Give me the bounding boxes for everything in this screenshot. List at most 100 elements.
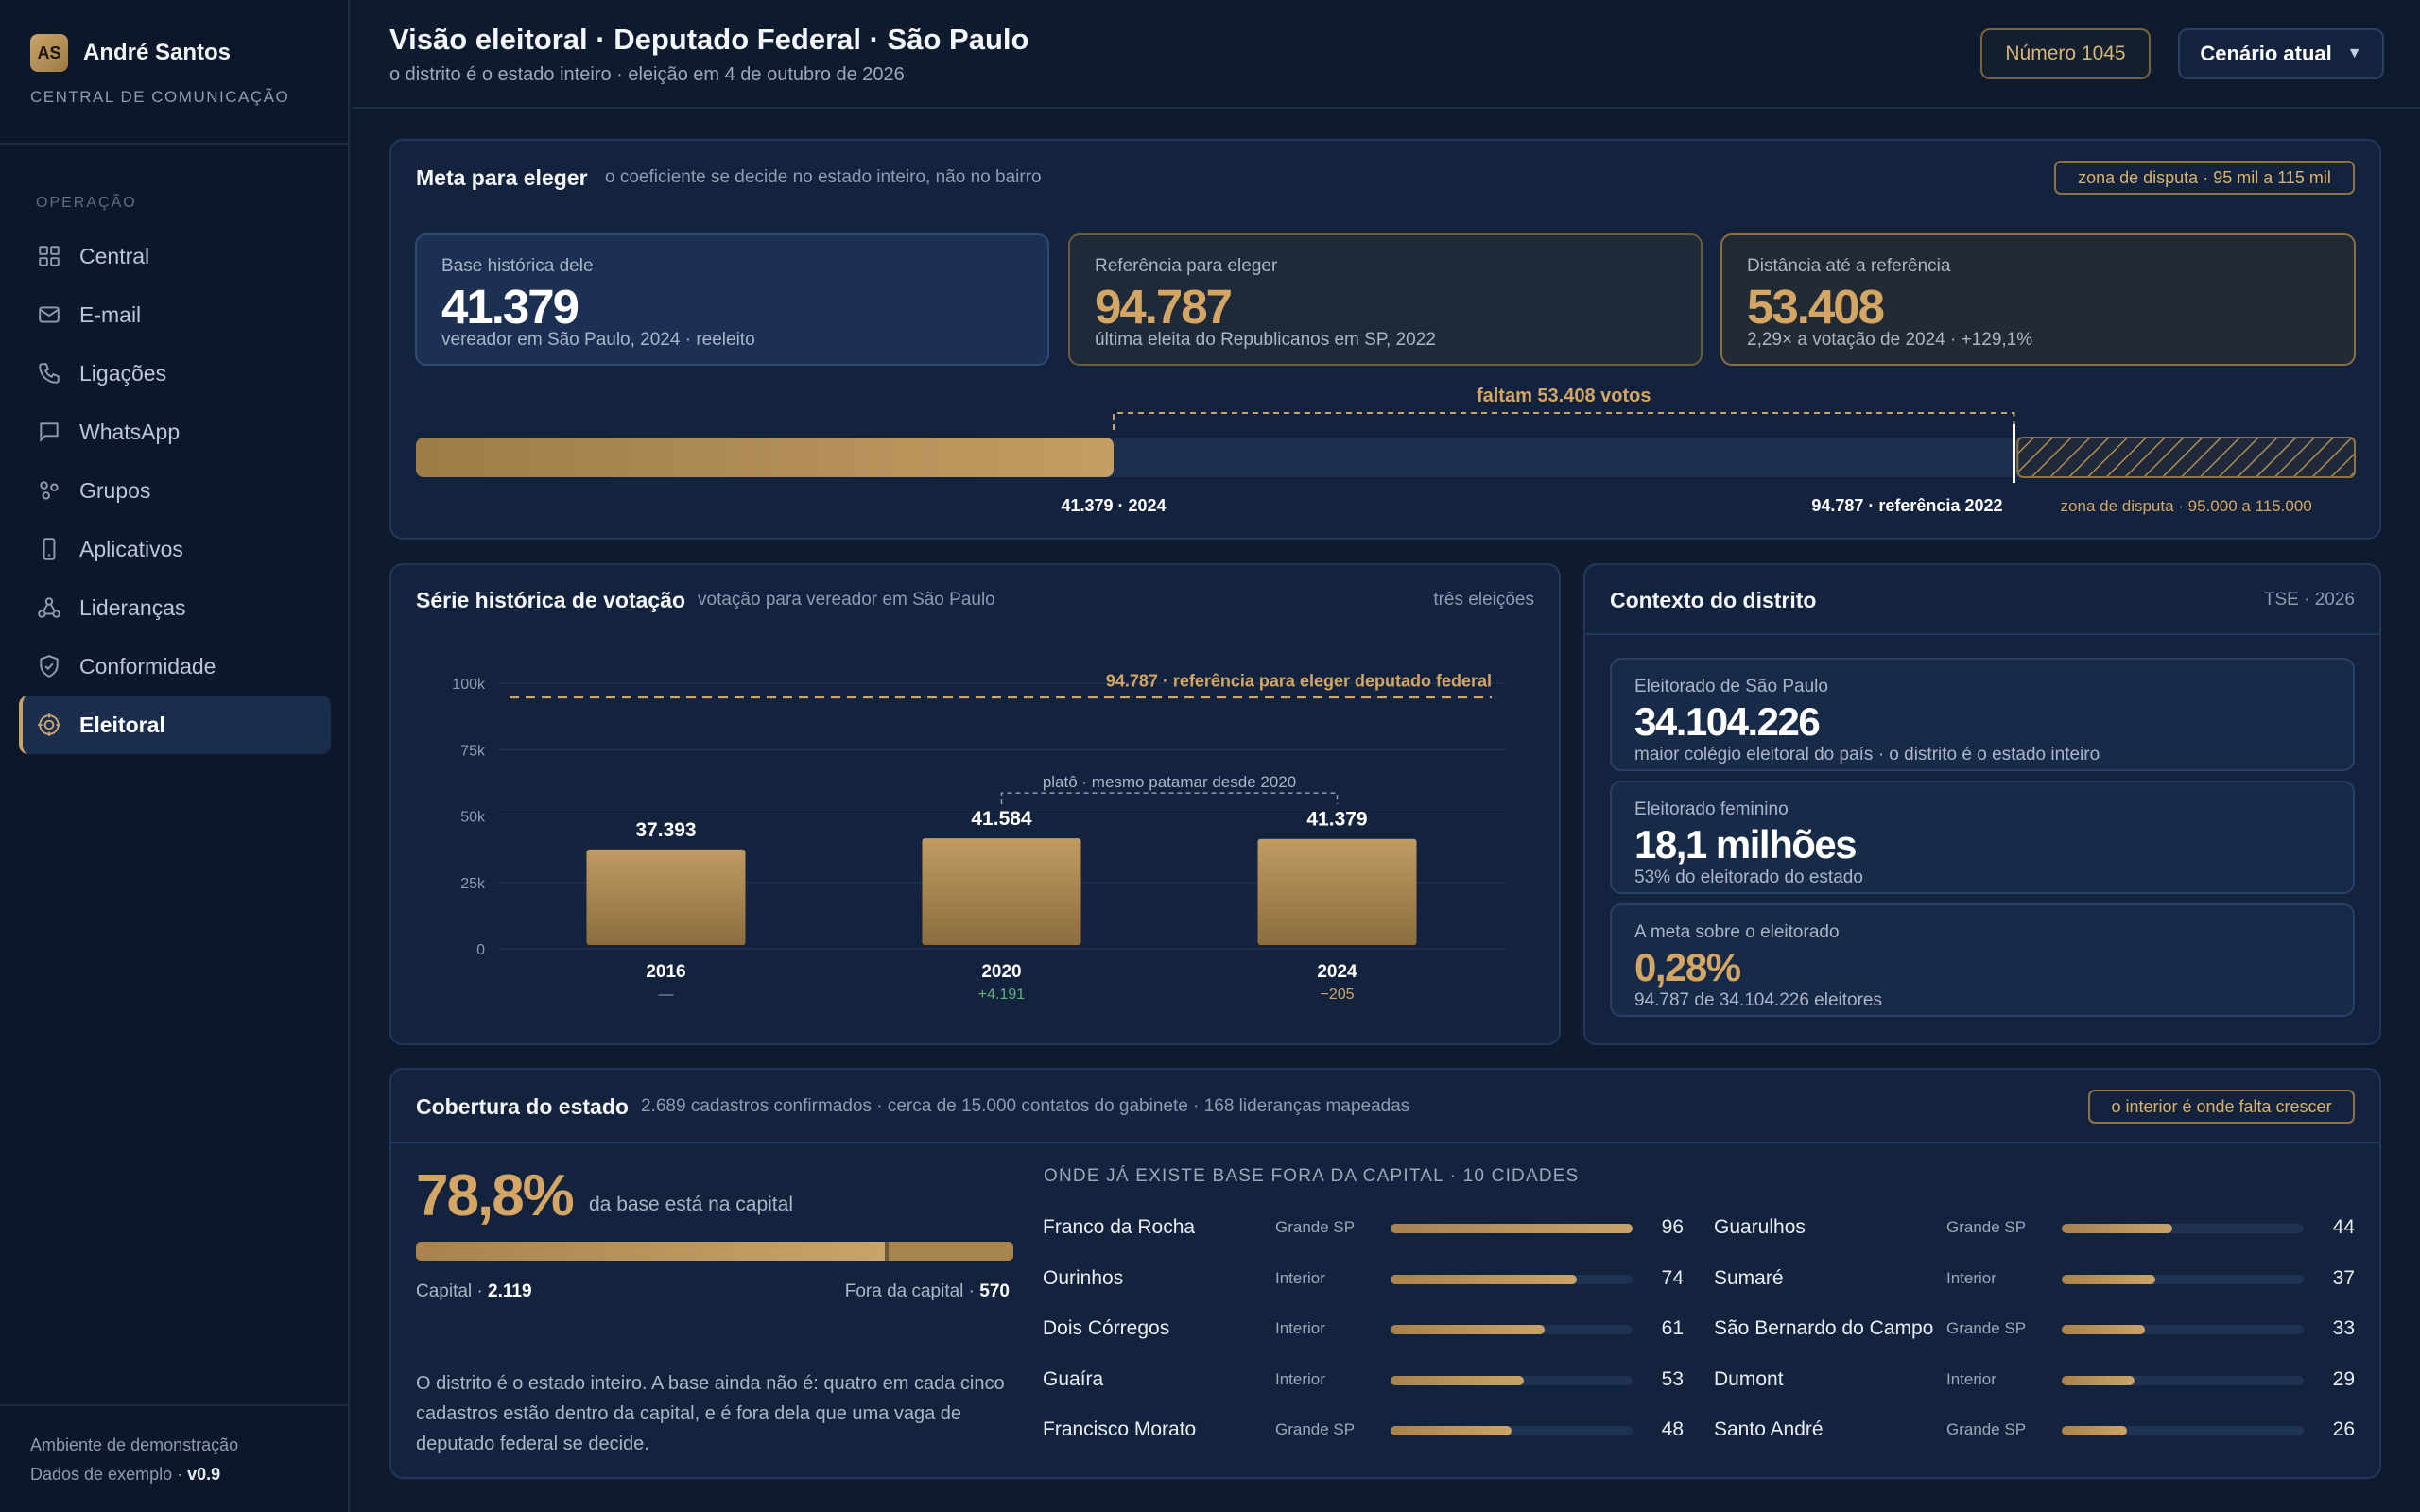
city-bar-track — [1391, 1325, 1633, 1334]
sidebar-item-aplicativos[interactable]: Aplicativos — [19, 520, 331, 578]
stat-label: Base histórica dele — [441, 256, 594, 276]
capital-share-fill — [416, 1242, 886, 1261]
city-row: Santo André Grande SP 26 — [1714, 1406, 2355, 1457]
city-name: Ourinhos — [1043, 1266, 1124, 1289]
city-name: Guaíra — [1043, 1367, 1104, 1390]
city-bar-track — [1391, 1426, 1633, 1435]
city-region: Interior — [1275, 1268, 1325, 1287]
grid-icon — [36, 243, 62, 269]
outside-value: 570 — [979, 1281, 1010, 1301]
stat-note: 2,29× a votação de 2024 · +129,1% — [1747, 330, 2033, 350]
sidebar-item-liderancas[interactable]: Lideranças — [19, 578, 331, 637]
sidebar-item-grupos[interactable]: Grupos — [19, 461, 331, 520]
stat-value: 94.787 — [1095, 280, 1233, 334]
city-name: São Bernardo do Campo — [1714, 1317, 1934, 1339]
city-region: Grande SP — [1275, 1218, 1356, 1236]
context-badge: TSE · 2026 — [2263, 590, 2355, 610]
coverage-paragraph: O distrito é o estado inteiro. A base ai… — [416, 1373, 1005, 1454]
scenario-dropdown[interactable]: Cenário atual ▼ — [2178, 28, 2384, 79]
context-note: 94.787 de 34.104.226 eleitores — [1634, 990, 1882, 1010]
city-region: Interior — [1275, 1369, 1325, 1388]
context-female-electorate: Eleitorado feminino 18,1 milhões 53% do … — [1610, 781, 2355, 894]
city-region: Interior — [1946, 1268, 1996, 1287]
stat-value: 53.408 — [1747, 280, 1885, 334]
city-bar-fill — [2062, 1224, 2173, 1233]
bar — [922, 838, 1081, 945]
context-value: 18,1 milhões — [1634, 822, 1858, 867]
context-goal-share: A meta sobre o eleitorado 0,28% 94.787 d… — [1610, 903, 2355, 1017]
vote-history-chart: 0 25k 50k 75k 100k 94.787 · referência para e… — [452, 672, 1505, 1003]
y-tick-label: 0 — [476, 942, 485, 958]
city-count: 44 — [2332, 1216, 2355, 1238]
city-count: 96 — [1661, 1216, 1684, 1238]
city-row: Dois Córregos Interior 61 — [1043, 1305, 1684, 1356]
city-bar-fill — [2062, 1325, 2145, 1334]
sidebar-item-whatsapp[interactable]: WhatsApp — [19, 403, 331, 461]
goal-subtitle: o coeficiente se decide no estado inteir… — [605, 167, 1042, 187]
y-tick-label: 25k — [460, 876, 486, 892]
city-row: Guaíra Interior 53 — [1043, 1356, 1684, 1407]
sidebar-item-conformidade[interactable]: Conformidade — [19, 637, 331, 696]
goal-title: Meta para eleger — [416, 165, 588, 190]
capital-label: Capital · — [416, 1281, 489, 1301]
city-bar-fill — [2062, 1375, 2135, 1385]
city-bar-fill — [1391, 1274, 1578, 1284]
sidebar-item-eleitoral[interactable]: Eleitoral — [19, 696, 331, 754]
stat-card-reference: Referência para eleger 94.787 última ele… — [1068, 233, 1703, 366]
sidebar-footer: Ambiente de demonstração Dados de exempl… — [30, 1431, 238, 1489]
chevron-down-icon: ▼ — [2346, 45, 2362, 61]
city-count: 29 — [2332, 1367, 2355, 1390]
city-count: 53 — [1661, 1367, 1684, 1390]
city-name: Francisco Morato — [1043, 1418, 1197, 1440]
context-value: 0,28% — [1634, 945, 1741, 989]
stat-note: vereador em São Paulo, 2024 · reeleito — [441, 330, 755, 350]
sidebar-item-central[interactable]: Central — [19, 227, 331, 285]
city-name: Dumont — [1714, 1367, 1784, 1390]
context-label: A meta sobre o eleitorado — [1634, 922, 1840, 942]
sidebar-item-label: Grupos — [79, 477, 151, 503]
bar-delta-label: +4.191 — [978, 987, 1025, 1003]
sidebar-item-label: E-mail — [79, 301, 142, 327]
stat-label: Referência para eleger — [1095, 256, 1278, 276]
plateau-bracket — [1000, 792, 1339, 805]
outside-share-fill — [889, 1242, 1013, 1261]
y-tick-label: 75k — [460, 743, 486, 759]
phone-icon — [36, 360, 62, 387]
city-bar-track — [2062, 1224, 2304, 1233]
chat-icon — [36, 419, 62, 445]
context-label: Eleitorado feminino — [1634, 799, 1789, 819]
version-line: Dados de exemplo · v0.9 — [30, 1460, 238, 1489]
city-bar-track — [1391, 1375, 1633, 1385]
stat-card-distance: Distância até a referência 53.408 2,29× … — [1720, 233, 2356, 366]
city-bar-track — [2062, 1375, 2304, 1385]
city-bar-fill — [2062, 1426, 2128, 1435]
sidebar-item-label: Central — [79, 243, 150, 268]
current-votes-fill — [416, 438, 1114, 477]
city-row: Francisco Morato Grande SP 48 — [1043, 1406, 1684, 1457]
reference-label: 94.787 · referência 2022 — [1811, 496, 2002, 515]
x-tick-label: 2024 — [1317, 962, 1357, 982]
outside-label: Fora da capital · — [844, 1281, 980, 1301]
coverage-subtitle: 2.689 cadastros confirmados · cerca de 1… — [641, 1096, 1410, 1116]
environment-label: Ambiente de demonstração — [30, 1435, 239, 1454]
city-row: Franco da Rocha Grande SP 96 — [1043, 1204, 1684, 1255]
divider — [391, 1142, 2379, 1143]
coverage-card: Cobertura do estado 2.689 cadastros conf… — [389, 1068, 2381, 1479]
y-tick-label: 50k — [460, 810, 486, 826]
divider — [0, 143, 350, 145]
number-button[interactable]: Número 1045 — [1980, 28, 2151, 79]
scenario-label: Cenário atual — [2200, 42, 2332, 65]
capital-share-note: da base está na capital — [589, 1194, 793, 1215]
sidebar-item-ligacoes[interactable]: Ligações — [19, 344, 331, 403]
bar-delta-label: — — [659, 987, 674, 1003]
city-row: Guarulhos Grande SP 44 — [1714, 1204, 2355, 1255]
bar-value-label: 41.584 — [971, 808, 1032, 830]
city-row: São Bernardo do Campo Grande SP 33 — [1714, 1305, 2355, 1356]
plateau-label: platô · mesmo patamar desde 2020 — [1043, 773, 1296, 791]
target-icon — [36, 712, 62, 738]
goal-progress-bar: faltam 53.408 votos 41.379 · 2024 94.787 ·… — [416, 386, 2357, 515]
city-count: 48 — [1661, 1418, 1684, 1440]
sidebar-item-email[interactable]: E-mail — [19, 285, 331, 344]
current-votes-label: 41.379 · 2024 — [1061, 496, 1166, 515]
capital-share-value: 78,8% — [416, 1163, 575, 1228]
